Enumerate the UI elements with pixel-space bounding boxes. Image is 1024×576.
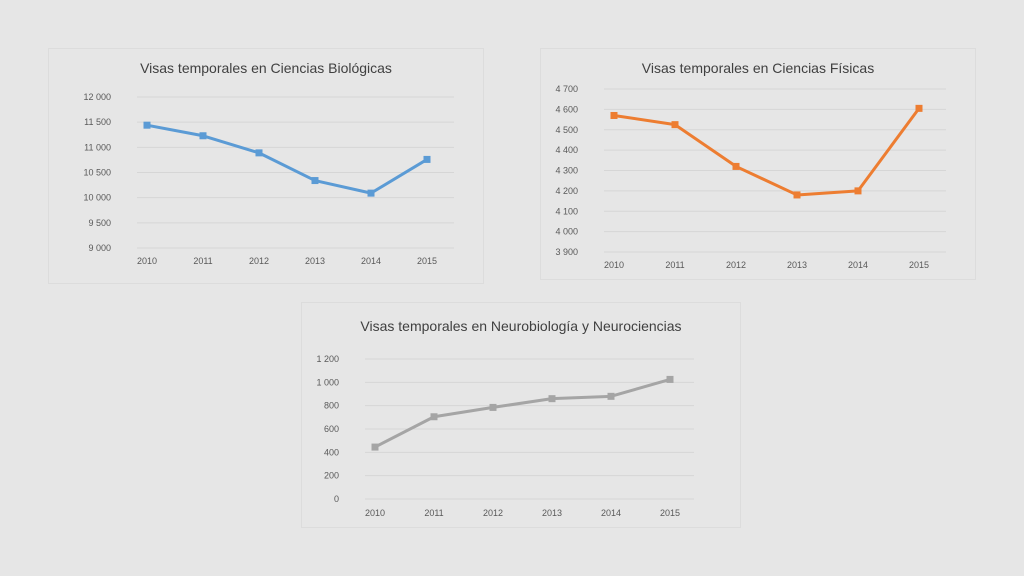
data-point bbox=[143, 121, 151, 129]
x-tick-label: 2014 bbox=[361, 256, 381, 266]
x-tick-label: 2011 bbox=[424, 508, 443, 518]
x-tick-label: 2010 bbox=[604, 260, 624, 270]
y-tick-label: 4 200 bbox=[555, 186, 578, 196]
y-tick-label: 4 700 bbox=[555, 84, 578, 94]
x-tick-label: 2015 bbox=[909, 260, 929, 270]
data-point bbox=[793, 191, 801, 199]
y-tick-label: 1 200 bbox=[316, 354, 339, 364]
x-tick-label: 2011 bbox=[193, 256, 212, 266]
chart-title: Visas temporales en Ciencias Físicas bbox=[642, 60, 874, 76]
y-tick-label: 4 600 bbox=[555, 104, 578, 114]
x-tick-label: 2010 bbox=[365, 508, 385, 518]
y-tick-label: 4 100 bbox=[555, 206, 578, 216]
y-tick-label: 11 000 bbox=[84, 142, 111, 152]
data-point bbox=[430, 413, 438, 421]
y-tick-label: 11 500 bbox=[84, 117, 111, 127]
x-tick-label: 2011 bbox=[665, 260, 684, 270]
data-point bbox=[732, 162, 740, 170]
data-point bbox=[423, 155, 431, 163]
y-tick-label: 4 300 bbox=[555, 166, 578, 176]
x-tick-label: 2014 bbox=[848, 260, 868, 270]
data-point bbox=[311, 177, 319, 185]
x-tick-label: 2014 bbox=[601, 508, 621, 518]
data-point bbox=[671, 121, 679, 129]
y-tick-label: 4 400 bbox=[555, 145, 578, 155]
x-tick-label: 2015 bbox=[660, 508, 680, 518]
y-tick-label: 0 bbox=[334, 494, 339, 504]
data-point bbox=[489, 403, 497, 411]
y-tick-label: 9 500 bbox=[88, 218, 111, 228]
x-tick-label: 2013 bbox=[787, 260, 807, 270]
x-tick-label: 2012 bbox=[726, 260, 746, 270]
y-tick-label: 600 bbox=[324, 424, 339, 434]
chart-panel-neuro: Visas temporales en Neurobiología y Neur… bbox=[301, 302, 741, 528]
y-tick-label: 4 500 bbox=[555, 125, 578, 135]
y-tick-label: 10 500 bbox=[83, 168, 111, 178]
y-tick-label: 1 000 bbox=[316, 377, 339, 387]
x-tick-label: 2010 bbox=[137, 256, 157, 266]
data-point bbox=[915, 104, 923, 112]
y-tick-label: 9 000 bbox=[88, 243, 111, 253]
series-line bbox=[146, 123, 428, 195]
y-tick-label: 400 bbox=[324, 447, 339, 457]
y-tick-label: 800 bbox=[324, 401, 339, 411]
chart-svg-biologicas: Visas temporales en Ciencias Biológicas 9… bbox=[83, 60, 454, 266]
data-point bbox=[607, 392, 615, 400]
y-tick-label: 200 bbox=[324, 471, 339, 481]
series-line bbox=[613, 107, 921, 197]
data-point bbox=[367, 189, 375, 197]
data-point bbox=[548, 395, 556, 403]
data-point bbox=[371, 443, 379, 451]
y-tick-label: 10 000 bbox=[83, 193, 111, 203]
chart-panel-fisicas: Visas temporales en Ciencias Físicas 3 90… bbox=[540, 48, 976, 280]
x-tick-label: 2012 bbox=[483, 508, 503, 518]
y-tick-label: 12 000 bbox=[83, 92, 111, 102]
chart-svg-neuro: Visas temporales en Neurobiología y Neur… bbox=[316, 318, 694, 518]
chart-title: Visas temporales en Ciencias Biológicas bbox=[140, 60, 392, 76]
chart-title: Visas temporales en Neurobiología y Neur… bbox=[360, 318, 681, 334]
chart-panel-biologicas: Visas temporales en Ciencias Biológicas 9… bbox=[48, 48, 484, 284]
x-tick-label: 2015 bbox=[417, 256, 437, 266]
x-tick-label: 2012 bbox=[249, 256, 269, 266]
data-point bbox=[199, 132, 207, 140]
x-tick-label: 2013 bbox=[305, 256, 325, 266]
data-point bbox=[854, 187, 862, 195]
series-line bbox=[374, 377, 671, 449]
y-tick-label: 3 900 bbox=[555, 247, 578, 257]
data-point bbox=[255, 149, 263, 157]
data-point bbox=[666, 375, 674, 383]
chart-svg-fisicas: Visas temporales en Ciencias Físicas 3 90… bbox=[555, 60, 946, 270]
y-tick-label: 4 000 bbox=[555, 227, 578, 237]
x-tick-label: 2013 bbox=[542, 508, 562, 518]
data-point bbox=[610, 111, 618, 119]
